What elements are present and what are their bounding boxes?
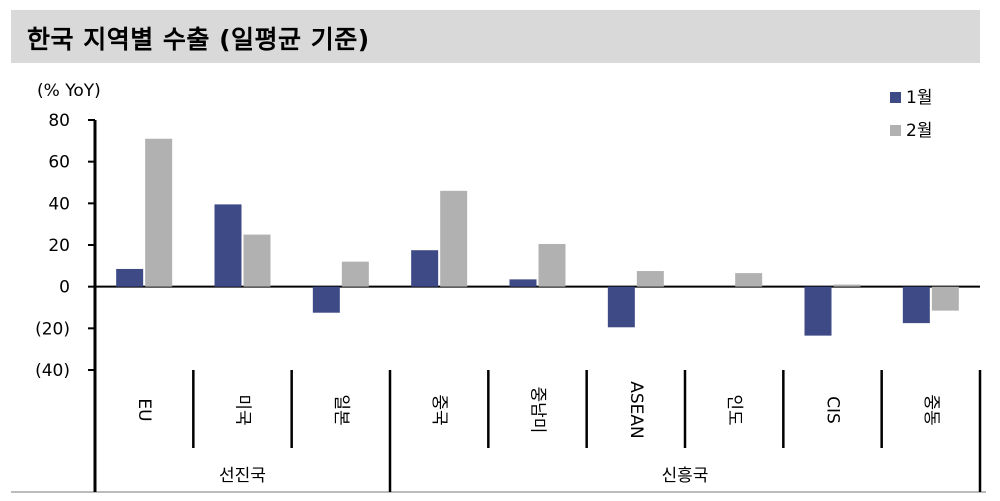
y-axis-label: (% YoY) (37, 81, 101, 101)
y-tick-label: (20) (35, 319, 70, 339)
group-label: 선진국 (219, 466, 266, 486)
y-tick-label: 80 (48, 111, 70, 131)
legend-swatch (890, 92, 901, 103)
bar-1-5 (607, 286, 635, 328)
y-tick-label: 40 (48, 194, 70, 214)
bar-2-4 (538, 243, 566, 287)
bar-1-0 (116, 268, 144, 287)
bar-1-7 (804, 286, 832, 336)
category-label: 인도 (724, 394, 744, 425)
y-tick-label: 0 (59, 278, 70, 298)
y-tick-label: (40) (35, 361, 70, 381)
bar-1-3 (411, 250, 439, 287)
category-label: 미국 (233, 394, 253, 425)
legend-swatch (890, 125, 901, 136)
category-label: 일본 (331, 394, 351, 425)
bar-2-6 (735, 273, 763, 287)
bar-1-1 (214, 204, 242, 287)
bar-2-0 (145, 138, 173, 287)
bar-2-5 (636, 271, 664, 287)
bar-2-3 (440, 190, 468, 287)
bar-2-8 (931, 286, 959, 311)
y-tick-label: 60 (48, 153, 70, 173)
category-label: 중동 (921, 394, 941, 425)
bar-2-1 (243, 234, 271, 287)
title-bar: 한국 지역별 수출 (일평균 기준) (11, 10, 980, 63)
category-label: ASEAN (626, 381, 646, 439)
bar-1-4 (509, 279, 537, 287)
bar-2-7 (833, 284, 861, 287)
chart-title: 한국 지역별 수출 (일평균 기준) (27, 25, 370, 54)
bar-2-2 (341, 261, 369, 287)
category-label: 중국 (429, 394, 449, 425)
category-label: CIS (823, 396, 843, 424)
bar-1-2 (312, 286, 340, 313)
category-label: 중남미 (528, 387, 548, 434)
bar-1-8 (902, 286, 930, 324)
legend-label: 2월 (906, 121, 932, 141)
group-label: 신흥국 (662, 466, 709, 486)
category-label: EU (134, 398, 154, 421)
legend-label: 1월 (906, 88, 932, 108)
y-tick-label: 20 (48, 236, 70, 256)
